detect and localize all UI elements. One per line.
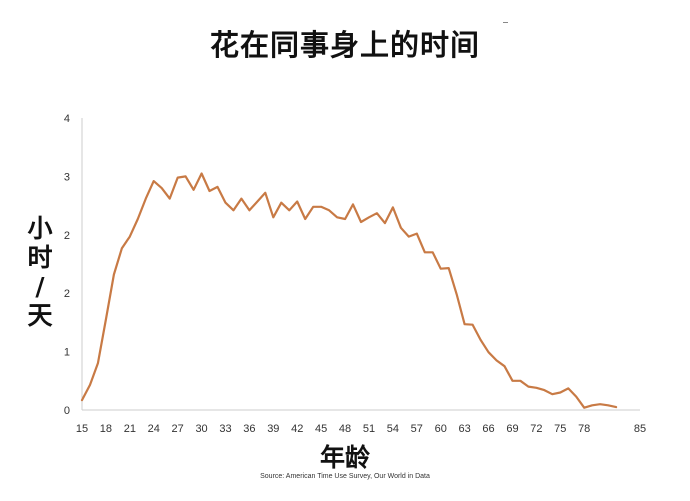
x-tick-label: 30	[195, 423, 207, 435]
series-group	[80, 172, 618, 409]
y-tick-label: 2	[64, 288, 70, 300]
x-tick-label: 66	[482, 423, 494, 435]
chart-title: 花在同事身上的时间	[209, 28, 480, 62]
x-tick-label: 69	[506, 423, 518, 435]
x-tick-label: 33	[219, 423, 231, 435]
x-tick-label: 57	[411, 423, 423, 435]
y-tick-label: 2	[64, 230, 70, 242]
x-tick-label: 15	[76, 423, 88, 435]
x-tick-label: 51	[363, 423, 375, 435]
x-axis-label: 年龄	[319, 443, 370, 472]
y-tick-label: 3	[64, 171, 70, 183]
y-axis-label: 小时 / 天	[20, 214, 60, 330]
x-tick-label: 54	[387, 423, 399, 435]
y-axis-label-char: /	[35, 272, 45, 301]
decorative-dash	[503, 22, 508, 23]
y-tick-labels: 0 1 2 2 3 4	[64, 113, 70, 417]
x-tick-label: 78	[578, 423, 590, 435]
x-tick-label: 85	[634, 423, 646, 435]
x-tick-label: 39	[267, 423, 279, 435]
x-tick-label: 45	[315, 423, 327, 435]
x-tick-label: 36	[243, 423, 255, 435]
x-tick-label: 18	[100, 423, 112, 435]
x-tick-label: 42	[291, 423, 303, 435]
x-tick-label: 63	[459, 423, 471, 435]
y-tick-label: 0	[64, 405, 70, 417]
x-tick-labels: 15 18 21 24 27 30 33 36 39 42 45 48 51 54 57 60 63 66 69 72…	[76, 423, 646, 435]
x-tick-label: 72	[530, 423, 542, 435]
x-tick-label: 60	[435, 423, 447, 435]
x-tick-label: 48	[339, 423, 351, 435]
x-tick-label: 27	[172, 423, 184, 435]
y-axis-label-char: 天	[27, 301, 53, 330]
x-tick-label: 24	[148, 423, 160, 435]
source-note: Source: American Time Use Survey, Our Wo…	[260, 473, 430, 480]
y-tick-label: 4	[64, 113, 70, 125]
axes	[81, 118, 640, 411]
y-axis-label-char: 小	[27, 214, 53, 243]
y-axis-label-char: 时	[27, 243, 53, 272]
x-tick-label: 21	[124, 423, 136, 435]
y-tick-label: 1	[64, 347, 70, 359]
series-line	[80, 172, 618, 409]
x-tick-label: 75	[554, 423, 566, 435]
